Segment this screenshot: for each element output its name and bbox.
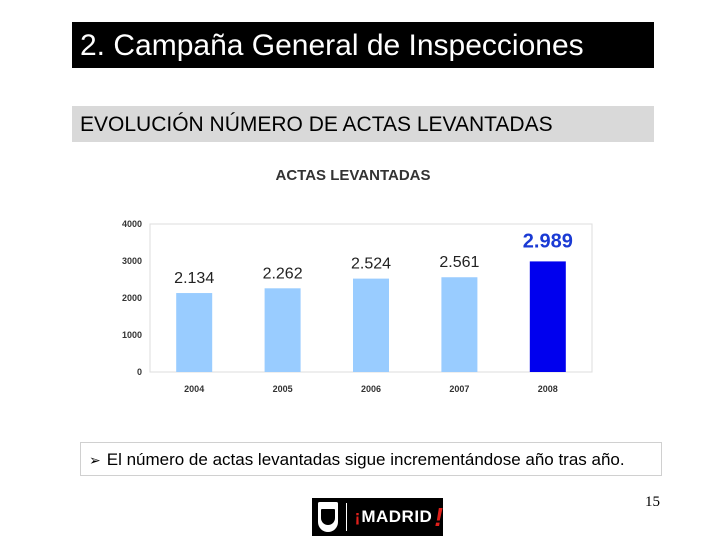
y-tick-label: 3000 (122, 256, 142, 266)
exclamation-close-icon: ! (434, 501, 443, 532)
bar-chart: ACTAS LEVANTADAS 0 1000 2000 3000 4000 2.134… (122, 167, 593, 394)
bar-2004 (176, 293, 213, 372)
exclamation-open-icon: ¡ (354, 507, 361, 526)
value-label: 2.524 (351, 256, 391, 273)
coat-of-arms-icon (318, 502, 338, 532)
arrow-bullet-icon: ➢ (89, 452, 101, 468)
logo-text: MADRID (361, 507, 433, 526)
bar-2006 (353, 278, 389, 372)
x-tick-label: 2007 (449, 384, 469, 394)
madrid-logo: ¡ MADRID! (312, 498, 443, 536)
y-tick-label: 4000 (122, 219, 142, 229)
value-label: 2.989 (523, 230, 573, 252)
x-tick-label: 2005 (273, 384, 293, 394)
x-tick-label: 2006 (361, 384, 381, 394)
value-label: 2.262 (263, 265, 303, 282)
value-label: 2.561 (439, 254, 479, 271)
note-text: El número de actas levantadas sigue incr… (106, 450, 625, 469)
x-tick-label: 2004 (184, 384, 204, 394)
page-number: 15 (645, 494, 660, 510)
value-label: 2.134 (174, 270, 214, 287)
x-tick-label: 2008 (538, 384, 558, 394)
section-heading: EVOLUCIÓN NÚMERO DE ACTAS LEVANTADAS (72, 106, 654, 142)
note-box: ➢ El número de actas levantadas sigue inc… (80, 442, 662, 476)
logo-divider (345, 503, 347, 531)
chart-title: ACTAS LEVANTADAS (276, 167, 431, 184)
bar-2007 (441, 277, 478, 372)
bar-2005 (264, 288, 301, 372)
y-tick-label: 1000 (122, 330, 142, 340)
slide-title: 2. Campaña General de Inspecciones (72, 22, 654, 68)
y-tick-label: 2000 (122, 293, 142, 303)
bar-2008 (529, 261, 566, 372)
y-tick-label: 0 (137, 367, 142, 377)
